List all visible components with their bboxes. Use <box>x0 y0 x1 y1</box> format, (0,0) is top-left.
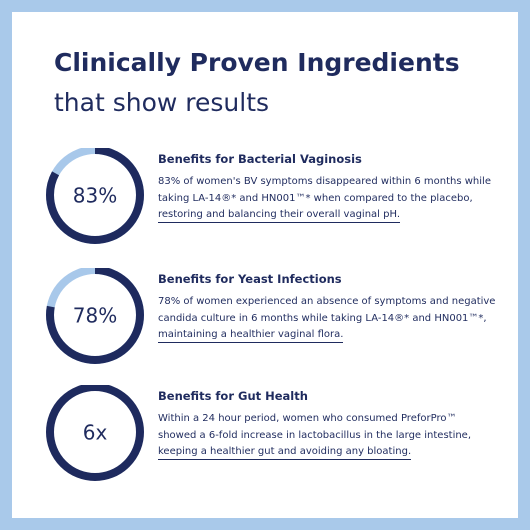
heading: Benefits for Yeast Infections <box>158 272 342 286</box>
text-row: keeping a healthier gut and avoiding any… <box>158 444 471 461</box>
text-row: 78% of women experienced an absence of s… <box>158 294 495 311</box>
text-line: keeping a healthier gut and avoiding any… <box>158 444 412 460</box>
text-row: maintaining a healthier vaginal flora. <box>158 327 495 344</box>
ring: 6x <box>46 385 144 481</box>
text-line: maintaining a healthier vaginal flora. <box>158 327 344 343</box>
panel: Clinically Proven Ingredients that show … <box>12 12 518 518</box>
title: Clinically Proven Ingredients <box>54 48 460 77</box>
text-line: 83% of women's BV symptoms disappeared w… <box>158 176 491 187</box>
body-text: Within a 24 hour period, women who consu… <box>158 411 471 461</box>
text-line: taking LA-14®* and HN001™* when compared… <box>158 192 473 204</box>
benefit-item: 78% Benefits for Yeast Infections 78% of w… <box>12 268 518 378</box>
ring: 83% <box>46 148 144 244</box>
text-line: showed a 6-fold increase in lactobacillu… <box>158 429 472 441</box>
text-row: showed a 6-fold increase in lactobacillu… <box>158 428 471 445</box>
ring-label: 6x <box>83 421 108 445</box>
text-row: restoring and balancing their overall va… <box>158 207 491 224</box>
ring-value <box>46 148 144 244</box>
text-row: 83% of women's BV symptoms disappeared w… <box>158 174 491 191</box>
ring-value <box>46 268 144 364</box>
heading: Benefits for Gut Health <box>158 389 308 403</box>
body-text: 78% of women experienced an absence of s… <box>158 294 495 344</box>
ring-label: 83% <box>73 184 117 208</box>
ring-track <box>46 385 144 481</box>
ring-label: 78% <box>73 304 117 328</box>
text-row: taking LA-14®* and HN001™* when compared… <box>158 191 491 208</box>
text-line: 78% of women experienced an absence of s… <box>158 296 496 307</box>
benefit-item: 83% Benefits for Bacterial Vaginosis 83% o… <box>12 148 518 258</box>
ring: 78% <box>46 268 144 364</box>
text-line: Within a 24 hour period, women who consu… <box>158 413 457 424</box>
benefit-item: 6x Benefits for Gut Health Within a 24 hou… <box>12 385 518 495</box>
text-row: candida culture in 6 months while taking… <box>158 311 495 328</box>
subtitle: that show results <box>54 88 270 117</box>
body-text: 83% of women's BV symptoms disappeared w… <box>158 174 491 224</box>
text-line: restoring and balancing their overall va… <box>158 207 401 223</box>
text-row: Within a 24 hour period, women who consu… <box>158 411 471 428</box>
text-line: candida culture in 6 months while taking… <box>158 312 487 324</box>
heading: Benefits for Bacterial Vaginosis <box>158 152 362 166</box>
